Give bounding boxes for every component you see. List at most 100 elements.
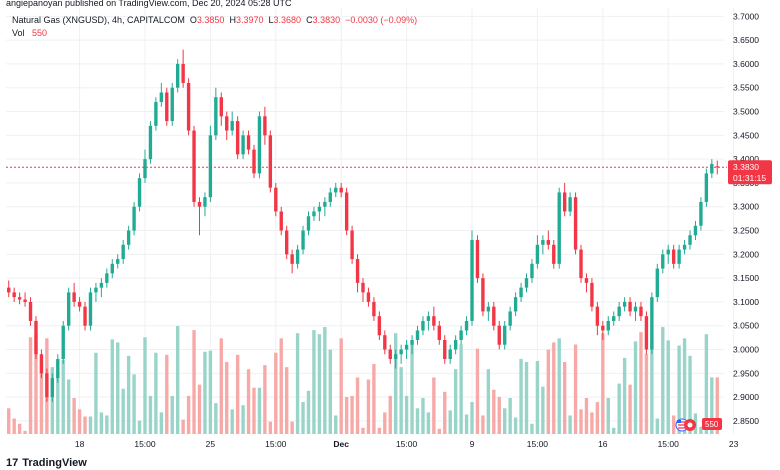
candle-body bbox=[628, 301, 632, 312]
candle-body bbox=[116, 259, 120, 264]
volume-bar bbox=[426, 412, 431, 434]
volume-bar bbox=[661, 327, 665, 434]
price-axis-tick-label: 3.4000 bbox=[733, 154, 759, 164]
volume-bar bbox=[372, 364, 376, 434]
time-axis[interactable]: 18 15:00 25 15:00 Dec 15:00 9 15:00 16 15:00 23 bbox=[75, 439, 739, 449]
candle-body bbox=[170, 87, 174, 122]
volume-bar bbox=[28, 337, 33, 434]
volume-bar bbox=[612, 427, 616, 434]
candle-body bbox=[671, 249, 676, 264]
candle-body bbox=[361, 282, 365, 293]
candle-body bbox=[421, 320, 425, 331]
price-candles bbox=[7, 49, 719, 402]
candle-body bbox=[83, 306, 87, 326]
candle-body bbox=[388, 349, 392, 360]
candle-body bbox=[257, 116, 262, 174]
close-label: C bbox=[306, 15, 313, 25]
price-axis[interactable]: 3.7000 3.6500 3.6000 3.5500 3.5000 3.4500 3.40… bbox=[733, 11, 759, 426]
volume-bar bbox=[17, 423, 22, 434]
candle-body bbox=[137, 178, 142, 207]
candle-body bbox=[410, 339, 414, 345]
candle-body bbox=[203, 197, 207, 207]
symbol-label[interactable]: Natural Gas (XNGUSD), 4h, CAPITALCOM bbox=[12, 15, 185, 25]
candle-body bbox=[704, 173, 709, 202]
time-axis-tick-label: 15:00 bbox=[265, 439, 287, 449]
candle-body bbox=[246, 135, 251, 150]
volume-bar bbox=[464, 414, 469, 434]
volume-bar bbox=[704, 334, 709, 434]
candle-body bbox=[94, 287, 98, 293]
candle-body bbox=[426, 316, 431, 321]
candle-body bbox=[295, 249, 300, 264]
candle-body bbox=[508, 311, 512, 326]
candle-body bbox=[503, 325, 507, 345]
price-axis-tick-label: 2.9000 bbox=[733, 392, 759, 402]
time-axis-tick-label: 23 bbox=[729, 439, 739, 449]
volume-bar bbox=[110, 339, 114, 434]
candle-body bbox=[154, 102, 158, 126]
volume-bar bbox=[541, 386, 545, 434]
last-volume-label: 550 bbox=[705, 420, 719, 429]
candle-body bbox=[214, 97, 218, 136]
candle-body bbox=[88, 292, 93, 326]
candle-body bbox=[66, 292, 71, 326]
volume-bar bbox=[715, 377, 719, 434]
volume-bar bbox=[415, 408, 420, 434]
volume-bar bbox=[453, 369, 458, 434]
volume-bar bbox=[225, 362, 229, 434]
volume-bar bbox=[61, 359, 65, 434]
volume-bar bbox=[688, 355, 692, 434]
volume-bar bbox=[388, 395, 392, 434]
candle-body bbox=[677, 249, 681, 264]
volume-bar bbox=[203, 351, 207, 434]
candle-body bbox=[274, 187, 278, 212]
volume-bar bbox=[366, 379, 371, 434]
volume-bar bbox=[159, 412, 164, 434]
candle-body bbox=[492, 306, 496, 326]
red-alert-icon[interactable] bbox=[684, 419, 696, 431]
candle-body bbox=[595, 306, 600, 326]
volume-legend: Vol 550 bbox=[12, 28, 47, 38]
volume-bar bbox=[394, 333, 398, 434]
candle-body bbox=[524, 278, 529, 288]
tradingview-footer[interactable]: 17 TradingView bbox=[6, 457, 87, 469]
price-axis-tick-label: 3.2000 bbox=[733, 249, 759, 259]
time-axis-tick-label: 15:00 bbox=[527, 439, 549, 449]
volume-bar bbox=[154, 352, 158, 434]
candle-body bbox=[50, 378, 55, 398]
candle-body bbox=[45, 373, 49, 398]
candle-body bbox=[432, 316, 436, 326]
candle-body bbox=[334, 187, 338, 193]
open-label: O bbox=[189, 15, 197, 25]
volume-bar bbox=[579, 409, 583, 434]
volume-bar bbox=[443, 391, 447, 434]
candle-body bbox=[72, 292, 76, 302]
volume-bar bbox=[617, 383, 621, 434]
candle-body bbox=[404, 344, 409, 350]
candle-body bbox=[99, 282, 104, 288]
volume-bar bbox=[323, 327, 327, 434]
candle-body bbox=[208, 135, 213, 198]
volume-bar bbox=[88, 416, 93, 434]
volume-bar bbox=[404, 395, 409, 434]
candle-body bbox=[415, 330, 420, 340]
volume-bar bbox=[644, 353, 649, 434]
candle-body bbox=[617, 306, 621, 317]
candle-body bbox=[372, 301, 376, 317]
volume-bar bbox=[94, 352, 98, 434]
ohlc-legend: Natural Gas (XNGUSD), 4h, CAPITALCOM O3.… bbox=[12, 15, 417, 25]
candle-body bbox=[252, 149, 256, 174]
volume-bar bbox=[595, 402, 600, 434]
candle-body bbox=[383, 335, 387, 350]
volume-bar bbox=[699, 426, 703, 434]
candle-body bbox=[28, 301, 33, 321]
volume-label[interactable]: Vol bbox=[12, 28, 25, 38]
volume-bar bbox=[334, 415, 338, 434]
time-axis-tick-label: 9 bbox=[470, 439, 475, 449]
volume-bar bbox=[126, 355, 131, 434]
candle-body bbox=[56, 359, 60, 379]
volume-bar bbox=[132, 374, 136, 434]
candle-body bbox=[519, 287, 523, 298]
volume-bar bbox=[312, 330, 316, 434]
volume-bar bbox=[399, 367, 403, 434]
